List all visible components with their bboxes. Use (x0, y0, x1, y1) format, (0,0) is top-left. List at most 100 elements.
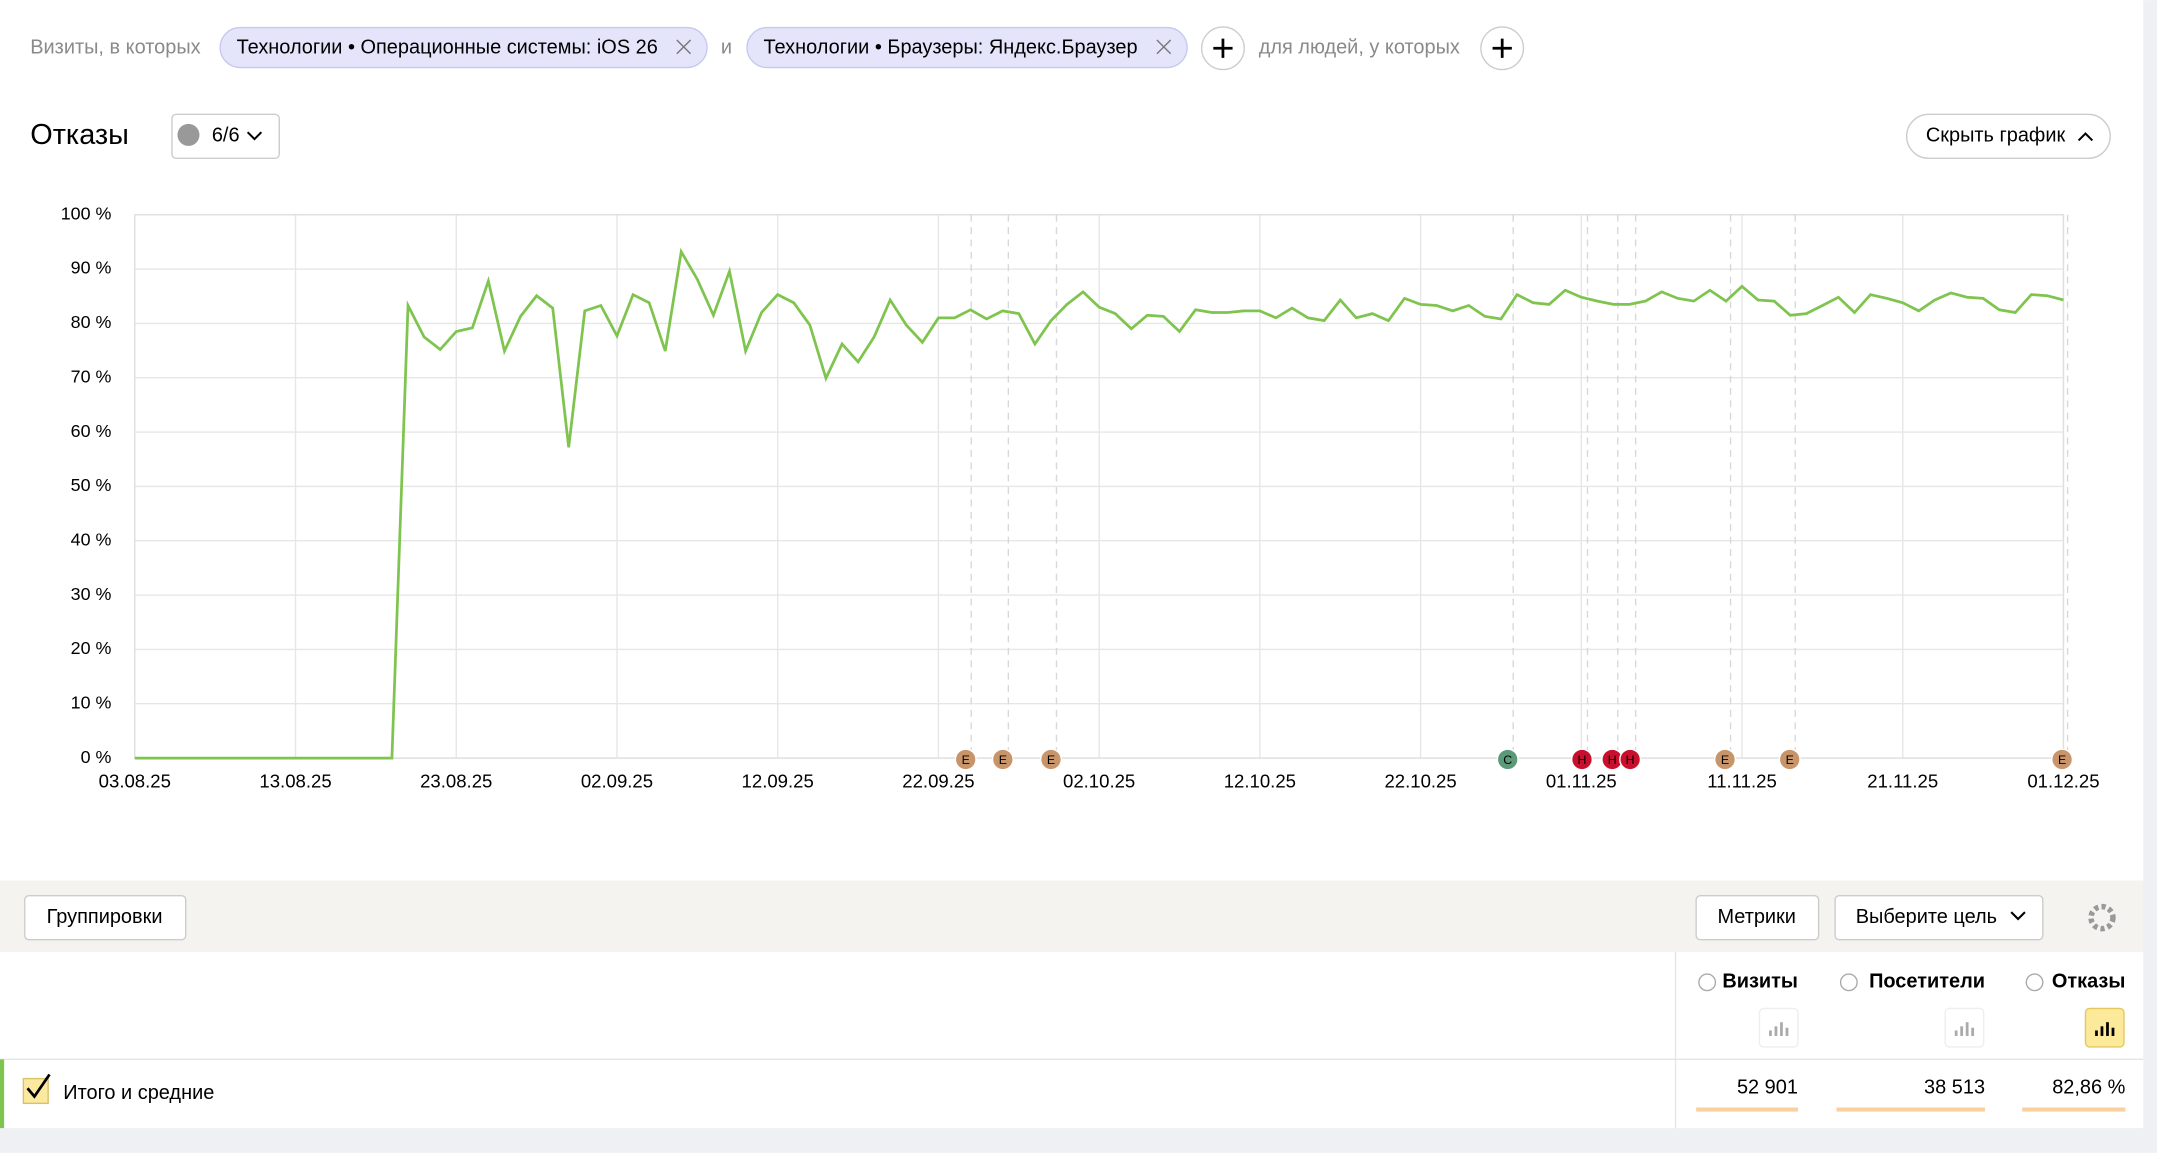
plot-border (134, 214, 2065, 759)
chart-toggle[interactable] (1758, 1007, 1799, 1048)
filter-chip-text: Технологии • Браузеры: Яндекс.Браузер (763, 37, 1137, 59)
event-label: Н (1626, 753, 1635, 767)
event-marker (1619, 748, 1642, 771)
total-bar (1696, 1107, 1798, 1112)
event-label: Е (2058, 753, 2066, 767)
total-bar (1836, 1107, 1986, 1112)
x-tick-label: 22.09.25 (902, 771, 974, 792)
filter-people: для людей, у которых (1259, 37, 1460, 59)
event-label: Е (1786, 753, 1794, 767)
chip-close[interactable] (676, 39, 692, 55)
help-icon (2025, 973, 2044, 992)
goal-button[interactable] (1834, 894, 2044, 941)
notes-count: 6/6 (212, 125, 240, 147)
column-header: Отказы (2052, 971, 2126, 993)
metrics-button[interactable] (1695, 894, 1820, 941)
event-marker (954, 748, 977, 771)
x-tick-label: 22.10.25 (1384, 771, 1456, 792)
event-label: Е (962, 753, 970, 767)
column-header: Визиты (1722, 971, 1798, 993)
chart-title: Отказы (30, 119, 129, 151)
chart-toggle[interactable] (1944, 1007, 1985, 1048)
chevron (246, 131, 263, 141)
y-tick-label: 100 % (61, 203, 112, 223)
settings-icon[interactable] (2088, 903, 2116, 932)
x-tick-label: 02.10.25 (1063, 771, 1135, 792)
event-marker (1778, 748, 1801, 771)
filter-chip[interactable] (746, 26, 1188, 69)
chart-toggle-bar (1965, 1022, 1969, 1036)
chart-toggle-bar (1954, 1030, 1958, 1036)
plus-icon (1492, 38, 1512, 58)
chart-toggle-bar (1780, 1022, 1783, 1036)
event-marker (991, 748, 1014, 771)
help-icon (1839, 973, 1858, 992)
column-header: Посетители (1869, 971, 1985, 993)
chevron (2010, 911, 2026, 921)
metrics-text: Метрики (1717, 906, 1795, 928)
chevron (2077, 132, 2094, 142)
toolbar (0, 880, 2144, 953)
total-label: Итого и средние (63, 1082, 214, 1104)
event-label: Е (999, 753, 1007, 767)
chart-toggle[interactable] (2084, 1007, 2125, 1048)
event-label: С (1503, 753, 1512, 767)
y-tick-label: 90 % (71, 258, 112, 278)
event-marker (1039, 748, 1062, 771)
columns: Визиты 52 901 Посетители 38 513 Отказы 82,86 … (1696, 971, 2126, 1112)
total-value: 38 513 (1924, 1077, 1985, 1099)
hide-chart-button[interactable] (1905, 113, 2111, 159)
y-tick-label: 20 % (71, 638, 112, 658)
filter-prefix: Визиты, в которых (30, 37, 200, 59)
x-tick-label: 01.12.25 (2027, 771, 2099, 792)
y-tick-label: 50 % (71, 475, 112, 495)
groupings-text: Группировки (47, 906, 163, 928)
x-tick-label: 02.09.25 (581, 771, 653, 792)
chart-toggle-bar (1769, 1030, 1772, 1036)
total-bar (2022, 1107, 2126, 1112)
x-tick-label: 13.08.25 (259, 771, 331, 792)
y-tick-label: 10 % (71, 692, 112, 712)
help-icon (1698, 973, 1717, 992)
chip-close[interactable] (1156, 39, 1172, 55)
y-tick-label: 30 % (71, 584, 112, 604)
y-tick-label: 60 % (71, 421, 112, 441)
chart-toggle-bar (1785, 1027, 1789, 1036)
chart-toggle-bar (2106, 1022, 2109, 1036)
event-label: Е (1721, 753, 1729, 767)
event-marker (1714, 748, 1737, 771)
y-tick-label: 70 % (71, 366, 112, 386)
event-label: Е (1047, 753, 1055, 767)
event-marker (2051, 748, 2074, 771)
x-tick-label: 21.11.25 (1867, 771, 1938, 792)
x-tick-label: 12.10.25 (1224, 771, 1296, 792)
event-marker (1496, 748, 1519, 771)
chart-toggle-bar (1960, 1026, 1964, 1036)
note-icon (177, 123, 200, 146)
filter-chip-text: Технологии • Операционные системы: iOS 2… (237, 37, 658, 59)
y-tick-label: 80 % (71, 312, 112, 332)
chart-toggle-bar (2111, 1027, 2115, 1036)
event-label: Н (1578, 753, 1587, 767)
chart-toggle-bar (2095, 1030, 2098, 1036)
chart-toggle-bar (1774, 1026, 1778, 1036)
x-tick-label: 12.09.25 (742, 771, 814, 792)
notes-button[interactable] (171, 113, 280, 159)
line-series (134, 247, 2064, 760)
table (0, 952, 2144, 1129)
event-label: Н (1608, 753, 1617, 767)
groupings-button[interactable] (24, 894, 187, 941)
filter-joiner: и (721, 37, 732, 59)
filter-chip[interactable] (219, 26, 708, 69)
chart-toggle-bar (2100, 1026, 2104, 1036)
check-icon (26, 1073, 51, 1099)
y-tick-label: 0 % (81, 747, 112, 767)
plus-icon (1213, 38, 1233, 58)
x-tick-label: 11.11.25 (1707, 771, 1777, 792)
total-value: 52 901 (1737, 1077, 1798, 1099)
goal-text: Выберите цель (1856, 906, 1997, 928)
x-tick-label: 03.08.25 (99, 771, 171, 792)
chart-toggle-bar (1971, 1027, 1975, 1036)
chart: 0 % 10 % 20 % 30 % 40 % 50 % 60 % 70 % 80 % 90 % 1… (61, 203, 2100, 791)
